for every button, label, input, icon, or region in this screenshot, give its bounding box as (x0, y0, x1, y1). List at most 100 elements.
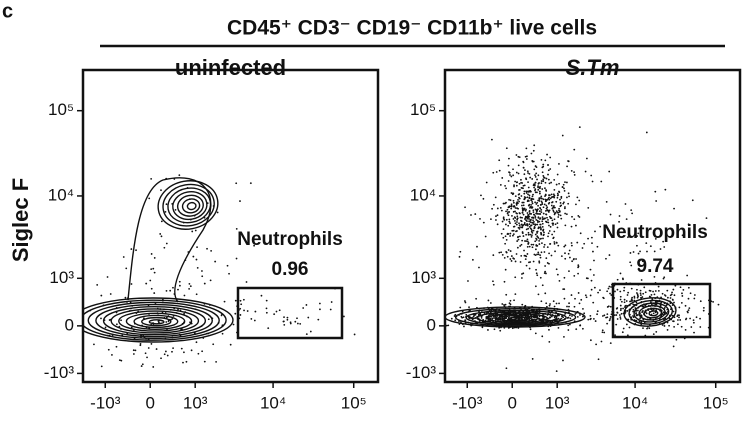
event-dot (561, 134, 564, 137)
event-dot (562, 202, 565, 205)
event-dot (587, 318, 590, 321)
event-dot (699, 300, 702, 303)
event-dot (645, 131, 648, 134)
event-dot (639, 317, 641, 320)
event-dot (517, 207, 520, 210)
event-dot (575, 203, 577, 206)
event-dot (515, 154, 518, 156)
event-dot (512, 192, 514, 195)
event-dot (543, 176, 546, 179)
event-dot (540, 232, 543, 235)
event-dot (549, 316, 551, 319)
event-dot (559, 198, 561, 201)
event-dot (484, 235, 487, 238)
event-dot (525, 177, 527, 180)
event-dot (578, 126, 581, 129)
event-dot (557, 213, 560, 216)
event-dot (567, 329, 570, 331)
event-dot (135, 249, 137, 252)
event-dot (634, 307, 637, 309)
event-dot (621, 331, 624, 334)
event-dot (577, 272, 579, 275)
event-dot (504, 235, 507, 238)
event-dot (509, 299, 512, 302)
event-dot (243, 309, 245, 312)
event-dot (122, 256, 125, 258)
event-dot (250, 318, 253, 320)
event-dot (504, 268, 507, 271)
event-dot (592, 274, 595, 276)
event-dot (579, 314, 581, 316)
event-dot (299, 322, 302, 325)
event-dot (518, 224, 521, 227)
event-dot (159, 233, 162, 235)
event-dot (544, 210, 547, 212)
gate (611, 282, 712, 339)
event-dot (535, 203, 538, 205)
event-dot (521, 303, 524, 306)
event-dot (536, 178, 538, 181)
event-dot (545, 221, 548, 224)
event-dot (526, 253, 529, 255)
event-dot (503, 280, 506, 283)
event-dot (523, 173, 526, 176)
event-dot (504, 202, 506, 205)
event-dot (538, 261, 541, 264)
event-dot (547, 173, 549, 176)
event-dot (644, 304, 647, 307)
event-dot (188, 282, 191, 285)
event-dot (534, 165, 537, 167)
event-dot (677, 314, 679, 317)
event-dot (591, 242, 593, 245)
event-dot (637, 252, 640, 255)
event-dot (599, 289, 601, 292)
event-dot (528, 245, 531, 248)
event-dot (550, 181, 553, 184)
event-dot (546, 209, 549, 211)
event-dot (539, 223, 541, 226)
event-dot (562, 359, 564, 362)
event-dot (608, 170, 611, 173)
y-tick-label: 10³ (49, 268, 74, 287)
event-dot (563, 187, 565, 190)
event-dot (556, 173, 559, 176)
event-dot (512, 218, 515, 220)
event-dot (526, 245, 529, 248)
event-dot (620, 300, 623, 303)
gate-value: 9.74 (637, 256, 674, 277)
event-dot (507, 164, 510, 167)
event-dot (578, 199, 581, 202)
contour-line (454, 308, 577, 327)
event-dot (597, 291, 599, 294)
event-dot (512, 174, 515, 177)
event-dot (450, 317, 453, 320)
event-dot (165, 242, 168, 245)
event-dot (177, 288, 179, 291)
event-dot (589, 268, 592, 271)
event-dot (505, 187, 507, 190)
event-dot (541, 188, 544, 190)
event-dot (650, 303, 653, 306)
event-dot (664, 188, 667, 191)
event-dot (474, 316, 477, 319)
event-dot (614, 290, 616, 293)
event-dot (474, 213, 477, 215)
event-dot (532, 211, 535, 213)
event-dot (538, 198, 541, 200)
event-dot (115, 345, 118, 348)
event-dot (206, 247, 208, 250)
event-dot (516, 215, 519, 218)
event-dot (516, 181, 519, 184)
event-dot (502, 236, 505, 239)
event-dot (93, 343, 95, 346)
event-dot (540, 180, 543, 182)
contour-line (643, 307, 663, 319)
x-tick-label: 0 (145, 393, 154, 412)
event-dot (573, 171, 575, 173)
event-dot (540, 195, 543, 198)
event-dot (234, 299, 237, 302)
event-dot (215, 360, 217, 363)
event-dot (631, 299, 633, 301)
event-dot (538, 220, 541, 223)
event-dot (534, 240, 537, 243)
